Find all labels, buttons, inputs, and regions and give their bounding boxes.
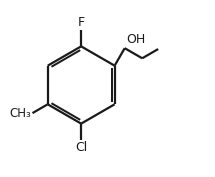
Text: CH₃: CH₃ xyxy=(10,107,32,120)
Text: Cl: Cl xyxy=(75,141,87,154)
Text: F: F xyxy=(78,16,85,29)
Text: OH: OH xyxy=(126,33,146,45)
